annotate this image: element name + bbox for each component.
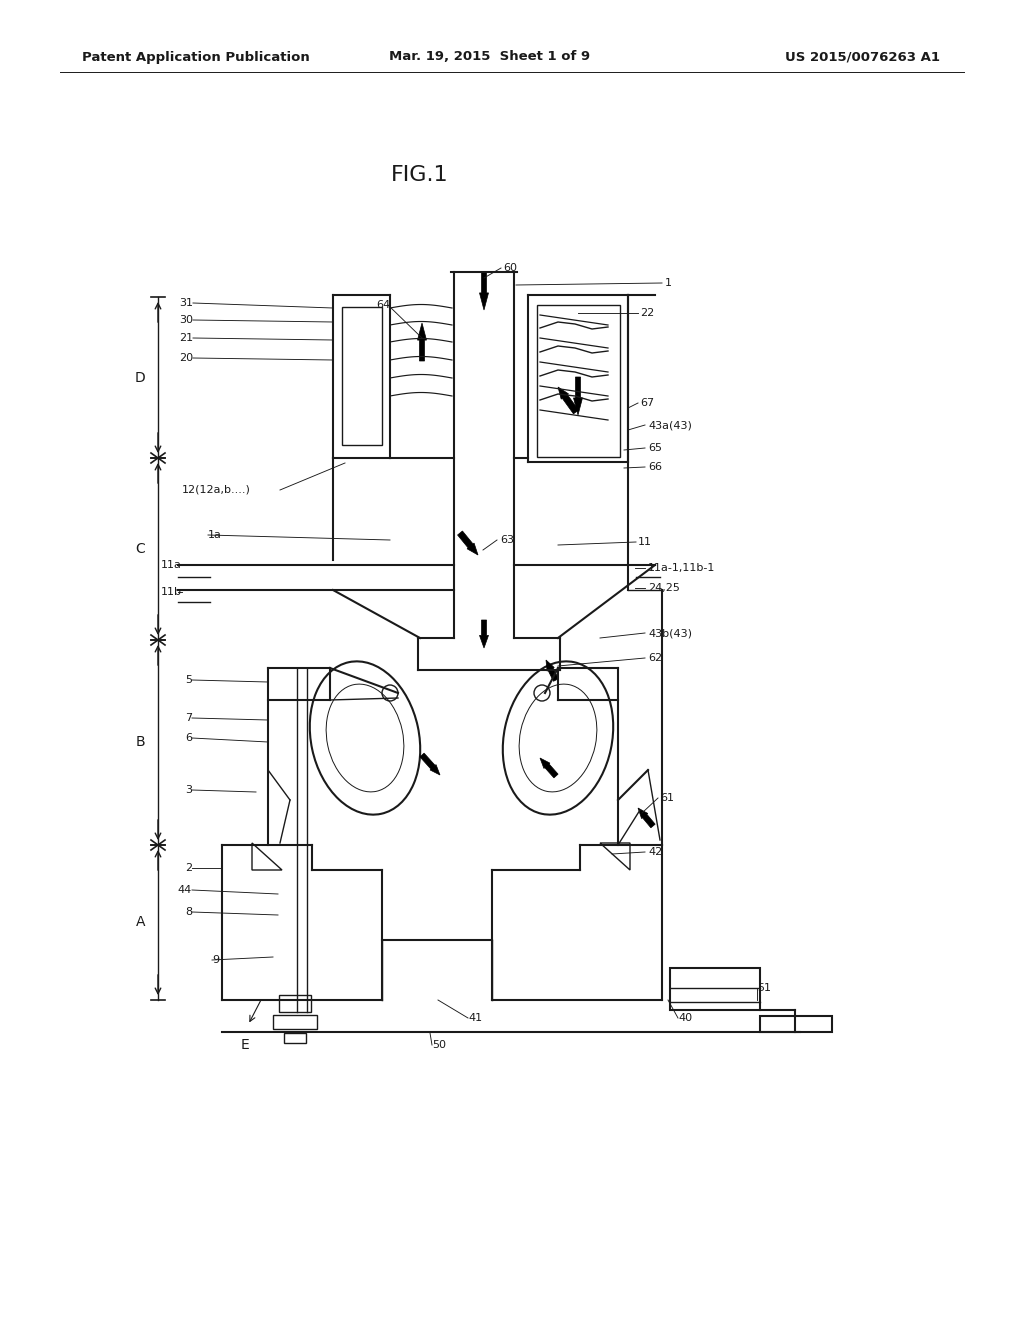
Text: 31: 31 — [179, 298, 193, 308]
Text: 12(12a,b....): 12(12a,b....) — [182, 484, 251, 495]
Text: 5: 5 — [185, 675, 193, 685]
Text: Mar. 19, 2015  Sheet 1 of 9: Mar. 19, 2015 Sheet 1 of 9 — [389, 50, 591, 63]
Text: 40: 40 — [678, 1012, 692, 1023]
Polygon shape — [479, 272, 488, 310]
Text: 30: 30 — [179, 315, 193, 325]
Text: 11b: 11b — [161, 587, 182, 597]
Text: C: C — [135, 543, 145, 556]
Text: A: A — [135, 916, 145, 929]
Text: 9: 9 — [212, 954, 219, 965]
Polygon shape — [418, 323, 427, 360]
Text: 64: 64 — [376, 300, 390, 310]
Polygon shape — [458, 531, 478, 554]
Bar — [670, 968, 760, 1010]
Bar — [760, 1016, 831, 1032]
Text: 6: 6 — [185, 733, 193, 743]
Text: 42: 42 — [648, 847, 663, 857]
Text: 24,25: 24,25 — [648, 583, 680, 593]
Text: 2: 2 — [185, 863, 193, 873]
Text: 3: 3 — [185, 785, 193, 795]
Text: 8: 8 — [185, 907, 193, 917]
Text: 50: 50 — [432, 1040, 446, 1049]
Text: 21: 21 — [179, 333, 193, 343]
Text: B: B — [135, 735, 145, 750]
Text: 22: 22 — [640, 308, 654, 318]
Bar — [537, 305, 620, 457]
Text: 43b(43): 43b(43) — [648, 628, 692, 638]
Polygon shape — [546, 660, 558, 681]
Text: 61: 61 — [660, 793, 674, 803]
Polygon shape — [540, 758, 558, 777]
Text: 11a-1,11b-1: 11a-1,11b-1 — [648, 564, 716, 573]
Text: 1: 1 — [665, 279, 672, 288]
Bar — [279, 995, 311, 1012]
Text: 11a: 11a — [161, 560, 182, 570]
Bar — [342, 308, 382, 445]
Text: 65: 65 — [648, 444, 662, 453]
Text: E: E — [241, 1038, 250, 1052]
Bar — [284, 1034, 306, 1043]
Text: 1a: 1a — [208, 531, 222, 540]
Text: 62: 62 — [648, 653, 663, 663]
Text: Patent Application Publication: Patent Application Publication — [82, 50, 309, 63]
Text: 41: 41 — [468, 1012, 482, 1023]
Text: 43a(43): 43a(43) — [648, 420, 692, 430]
Bar — [273, 1015, 317, 1030]
Text: 51: 51 — [757, 983, 771, 993]
Polygon shape — [420, 754, 440, 775]
Polygon shape — [558, 387, 579, 414]
Text: FIG.1: FIG.1 — [391, 165, 449, 185]
Text: 67: 67 — [640, 399, 654, 408]
Text: 44: 44 — [178, 884, 193, 895]
Text: 63: 63 — [500, 535, 514, 545]
Text: 66: 66 — [648, 462, 662, 473]
Text: US 2015/0076263 A1: US 2015/0076263 A1 — [785, 50, 940, 63]
Text: 60: 60 — [503, 263, 517, 273]
Text: 7: 7 — [185, 713, 193, 723]
Polygon shape — [479, 620, 488, 648]
Polygon shape — [638, 808, 655, 828]
Text: 11: 11 — [638, 537, 652, 546]
Text: D: D — [134, 371, 145, 384]
Polygon shape — [573, 378, 583, 414]
Text: 20: 20 — [179, 352, 193, 363]
